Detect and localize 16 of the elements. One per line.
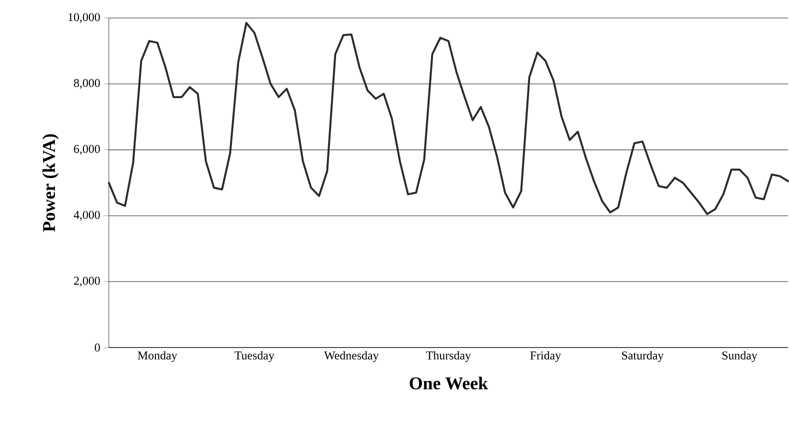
y-tick-label: 4,000 [74,210,100,220]
x-tick-label: Saturday [622,350,664,362]
x-axis-title: One Week [410,376,488,390]
y-tick-label: 6,000 [74,144,100,154]
x-tick-label: Friday [530,350,562,362]
y-tick-label: 8,000 [74,78,100,89]
x-tick-label: Sunday [722,350,758,362]
x-tick-label: Wednesday [324,350,379,362]
x-tick-label: Thursday [426,350,471,362]
line-series [108,22,789,215]
x-tick-label: Tuesday [234,350,274,362]
y-tick-label: 2,000 [74,276,100,286]
x-tick-label: Monday [138,350,178,362]
y-tick-label: 10,000 [68,12,100,23]
y-axis-title: Power (kVA) [42,134,59,232]
y-tick-label: 0 [94,343,100,352]
